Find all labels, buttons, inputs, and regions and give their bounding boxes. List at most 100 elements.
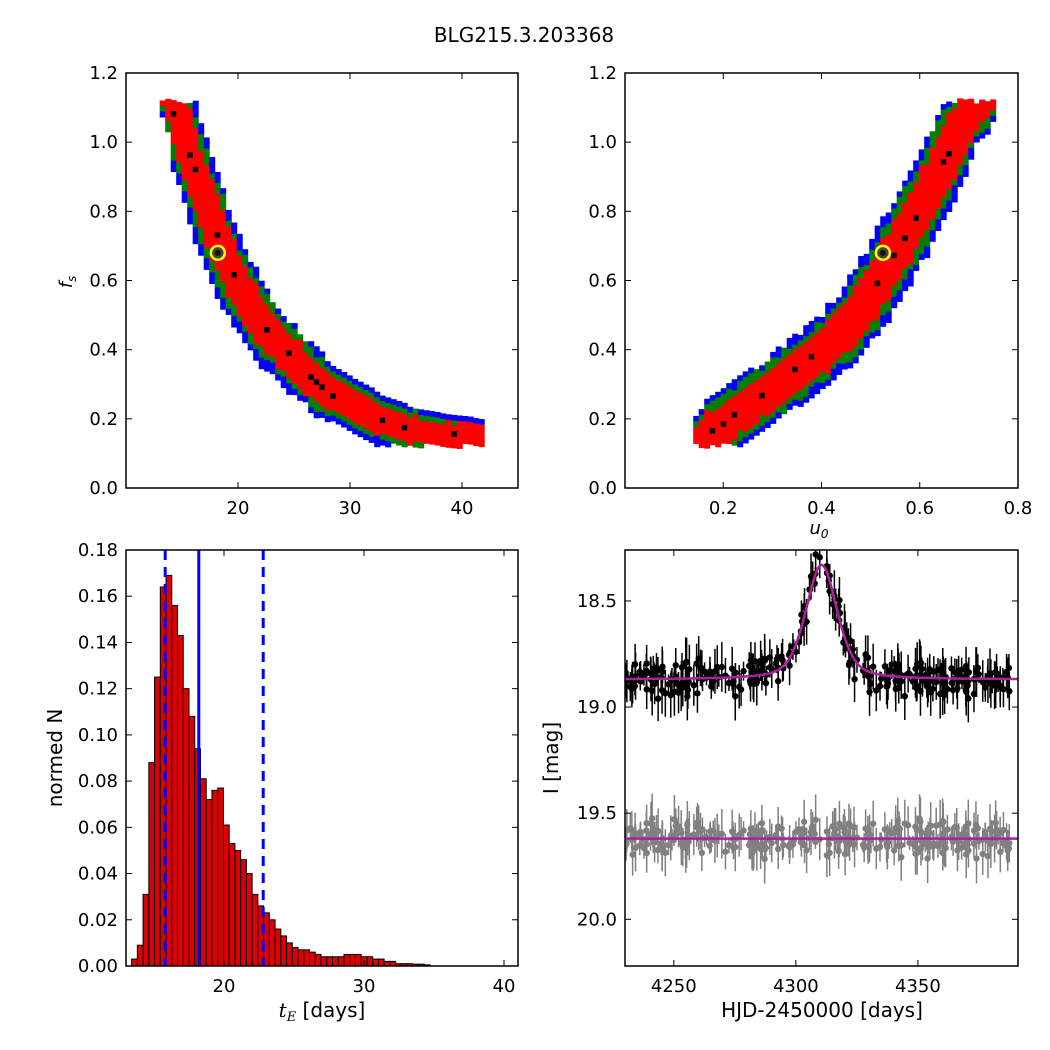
tr-cell-sigma1 [726, 416, 733, 423]
tr-cell-sigma1 [748, 384, 755, 391]
tr-cell-sigma3 [770, 417, 777, 424]
tr-cell-sigma3 [962, 170, 969, 177]
tl-cell-sigma1 [357, 392, 364, 399]
tr-cell-sigma1 [847, 345, 854, 352]
tl-cell-sigma3 [187, 218, 194, 225]
tl-cell-sigma1 [203, 219, 210, 226]
tr-cell-sigma1 [891, 269, 898, 276]
tr-cell-sigma1 [929, 164, 936, 171]
tl-cell-sigma1 [181, 119, 188, 126]
tr-cell-sigma1 [698, 420, 705, 427]
tl-cell-sigma3 [264, 360, 271, 367]
tr-cell-sigma1 [990, 104, 997, 111]
tr-cell-sigma1 [951, 136, 958, 142]
tl-cell-sigma1 [275, 358, 282, 364]
tr-cell-sigma2 [803, 391, 810, 398]
br-data-point [786, 662, 793, 669]
tr-cell-sigma1 [946, 184, 953, 190]
tl-cell-sigma3 [258, 363, 265, 370]
tl-cell-sigma1 [297, 339, 304, 346]
tl-ytick-label: 0.6 [89, 271, 118, 292]
tl-cell-sigma2 [368, 431, 375, 438]
tr-cell-sigma1 [946, 173, 953, 179]
tr-cell-sigma1 [830, 335, 837, 342]
tr-cell-sigma2 [940, 120, 947, 127]
tr-cell-sigma2 [836, 357, 843, 364]
tr-cell-sigma1 [973, 109, 980, 115]
tr-cell-sigma3 [902, 180, 909, 187]
tr-cell-sigma1 [841, 319, 848, 326]
tr-cell-sigma2 [841, 352, 848, 359]
tl-cell-sigma3 [253, 266, 260, 273]
tl-cell-sigma1 [341, 383, 348, 389]
tl-ytick-label: 1.0 [89, 132, 118, 153]
tl-cell-sigma1 [434, 423, 441, 429]
tr-cell-sigma1 [704, 442, 711, 449]
tr-cell-sigma1 [803, 358, 810, 365]
br-residual-point [940, 840, 948, 847]
tr-cell-sigma3 [830, 374, 837, 381]
tr-cell-sigma2 [847, 290, 854, 297]
tr-cell-sigma1 [847, 323, 854, 330]
tl-cell-sigma2 [176, 168, 183, 174]
tr-cell-sigma3 [907, 275, 914, 281]
tr-cell-sigma1 [775, 374, 782, 380]
tr-cell-sigma2 [929, 131, 936, 138]
tl-cell-sigma1 [297, 367, 304, 374]
tr-cell-sigma1 [863, 308, 870, 315]
tr-cell-sigma2 [990, 110, 997, 117]
tr-cell-sigma2 [847, 351, 854, 358]
tl-cell-sigma1 [456, 421, 463, 427]
tr-cell-sigma3 [907, 269, 914, 276]
br-residual-point [694, 819, 701, 826]
tr-cell-sigma1 [797, 378, 804, 385]
tr-cell-sigma1 [907, 198, 914, 204]
tr-cell-sigma1 [841, 303, 848, 309]
tr-cell-sigma2 [726, 388, 733, 395]
tr-cell-sigma1 [946, 162, 953, 168]
tr-cell-sigma1 [836, 330, 843, 337]
tr-cell-sigma3 [946, 206, 953, 212]
tl-cell-sigma2 [451, 420, 458, 427]
tl-cell-sigma3 [159, 111, 166, 118]
tr-cell-sigma2 [770, 412, 777, 419]
tl-cell-sigma1 [181, 158, 188, 165]
tl-cell-sigma2 [159, 106, 166, 112]
tr-cell-sigma1 [946, 123, 953, 130]
bl-histogram-bar [366, 956, 374, 967]
tr-cell-sigma1 [940, 175, 947, 182]
tr-xtick-label: 0.4 [807, 498, 836, 519]
tl-cell-sigma2 [302, 341, 309, 348]
tr-cell-sigma1 [902, 202, 909, 209]
tl-cell-sigma3 [247, 344, 254, 351]
tr-cell-sigma1 [814, 333, 821, 340]
tl-cell-sigma1 [313, 362, 320, 369]
tl-cell-sigma1 [473, 434, 480, 441]
tl-cell-sigma2 [209, 261, 216, 268]
tr-cell-sigma1 [863, 314, 870, 321]
tr-cell-sigma1 [753, 396, 760, 403]
br-residual-point [851, 841, 858, 848]
tl-cell-sigma3 [440, 413, 447, 420]
tl-cell-sigma3 [423, 410, 430, 417]
tr-cell-sigma2 [951, 180, 958, 186]
tr-cell-sigma2 [764, 367, 771, 373]
tl-cell-sigma1 [324, 388, 331, 395]
tl-cell-sigma1 [209, 184, 216, 191]
tr-cell-sigma1 [808, 364, 815, 371]
tl-cell-sigma2 [418, 442, 425, 449]
tl-cell-sigma1 [269, 329, 276, 336]
tr-cell-sigma1 [863, 275, 870, 282]
tl-cell-sigma1 [170, 100, 177, 107]
tr-cell-sigma1 [847, 312, 854, 319]
tr-cell-sigma2 [957, 169, 964, 176]
tr-cell-sigma1 [852, 335, 859, 342]
tr-cell-sigma3 [973, 136, 980, 143]
tl-cell-sigma3 [324, 361, 331, 368]
tl-cell-sigma1 [379, 423, 386, 430]
tr-cell-sigma3 [836, 363, 843, 370]
tr-cell-sigma1 [808, 359, 815, 366]
tr-cell-sigma1 [951, 125, 958, 131]
tr-cell-sigma1 [902, 263, 909, 270]
tl-cell-sigma1 [478, 424, 485, 431]
